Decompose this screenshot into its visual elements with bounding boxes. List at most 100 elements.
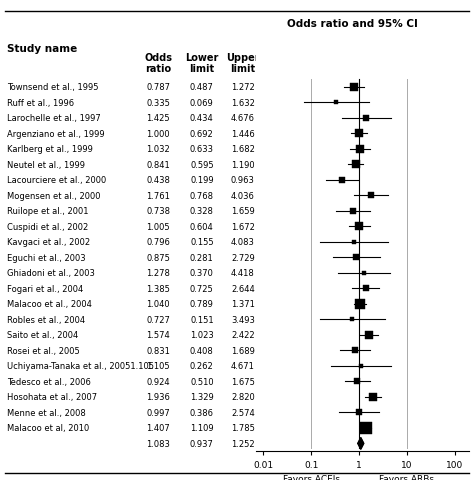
Text: 1.446: 1.446 bbox=[231, 130, 255, 139]
Text: Neutel et al., 1999: Neutel et al., 1999 bbox=[7, 160, 85, 169]
Text: 2.820: 2.820 bbox=[231, 393, 255, 402]
Text: 1.190: 1.190 bbox=[231, 160, 255, 169]
Text: limit: limit bbox=[189, 64, 214, 74]
Text: Odds: Odds bbox=[144, 53, 173, 63]
Text: Lacourciere et al., 2000: Lacourciere et al., 2000 bbox=[7, 176, 107, 185]
Text: 1.632: 1.632 bbox=[231, 98, 255, 108]
Text: 0.787: 0.787 bbox=[146, 83, 170, 92]
Text: 4.036: 4.036 bbox=[231, 192, 255, 200]
Text: 0.487: 0.487 bbox=[190, 83, 214, 92]
Text: Rosei et al., 2005: Rosei et al., 2005 bbox=[7, 346, 80, 355]
Text: 2.574: 2.574 bbox=[231, 408, 255, 417]
Text: Malacoo et al, 2010: Malacoo et al, 2010 bbox=[7, 423, 90, 432]
Text: 1.272: 1.272 bbox=[231, 83, 255, 92]
Text: 0.386: 0.386 bbox=[190, 408, 214, 417]
Text: 1.785: 1.785 bbox=[231, 423, 255, 432]
Text: Odds ratio and 95% CI: Odds ratio and 95% CI bbox=[286, 19, 418, 29]
Text: Larochelle et al., 1997: Larochelle et al., 1997 bbox=[7, 114, 101, 123]
Text: 4.671: 4.671 bbox=[231, 361, 255, 371]
Text: 1.278: 1.278 bbox=[146, 269, 170, 278]
Text: 1.682: 1.682 bbox=[231, 145, 255, 154]
Text: 0.370: 0.370 bbox=[190, 269, 214, 278]
Text: 1.574: 1.574 bbox=[146, 331, 170, 340]
Text: 0.151: 0.151 bbox=[190, 315, 214, 324]
Text: 4.083: 4.083 bbox=[231, 238, 255, 247]
Text: 0.768: 0.768 bbox=[190, 192, 214, 200]
Text: 1.371: 1.371 bbox=[231, 300, 255, 309]
Text: Menne et al., 2008: Menne et al., 2008 bbox=[7, 408, 86, 417]
Text: 1.425: 1.425 bbox=[146, 114, 170, 123]
Text: 1.407: 1.407 bbox=[146, 423, 170, 432]
Text: 1.109: 1.109 bbox=[190, 423, 214, 432]
Text: Favors ACEIs: Favors ACEIs bbox=[283, 474, 340, 480]
Text: Ruff et al., 1996: Ruff et al., 1996 bbox=[7, 98, 74, 108]
Text: 0.328: 0.328 bbox=[190, 207, 214, 216]
Text: 0.727: 0.727 bbox=[146, 315, 170, 324]
Text: Mogensen et al., 2000: Mogensen et al., 2000 bbox=[7, 192, 101, 200]
Text: 4.676: 4.676 bbox=[231, 114, 255, 123]
Text: limit: limit bbox=[230, 64, 255, 74]
Text: Ruilope et al., 2001: Ruilope et al., 2001 bbox=[7, 207, 89, 216]
Text: 1.329: 1.329 bbox=[190, 393, 214, 402]
Text: 0.924: 0.924 bbox=[146, 377, 170, 386]
Text: 0.434: 0.434 bbox=[190, 114, 214, 123]
Text: 0.335: 0.335 bbox=[146, 98, 170, 108]
Text: 0.997: 0.997 bbox=[146, 408, 170, 417]
Text: Lower: Lower bbox=[185, 53, 219, 63]
Text: 0.963: 0.963 bbox=[231, 176, 255, 185]
Text: 1.083: 1.083 bbox=[146, 439, 170, 448]
Text: Townsend et al., 1995: Townsend et al., 1995 bbox=[7, 83, 99, 92]
Text: 0.789: 0.789 bbox=[190, 300, 214, 309]
Text: 1.385: 1.385 bbox=[146, 284, 170, 293]
Text: Tedesco et al., 2006: Tedesco et al., 2006 bbox=[7, 377, 91, 386]
Text: Cuspidi et al., 2002: Cuspidi et al., 2002 bbox=[7, 222, 89, 231]
Text: 0.875: 0.875 bbox=[146, 253, 170, 262]
Text: Argenziano et al., 1999: Argenziano et al., 1999 bbox=[7, 130, 105, 139]
Text: 1.936: 1.936 bbox=[146, 393, 170, 402]
Text: 0.155: 0.155 bbox=[190, 238, 214, 247]
Text: 1.252: 1.252 bbox=[231, 439, 255, 448]
Text: 0.438: 0.438 bbox=[146, 176, 170, 185]
Text: 0.692: 0.692 bbox=[190, 130, 214, 139]
Text: 0.831: 0.831 bbox=[146, 346, 170, 355]
Text: 1.675: 1.675 bbox=[231, 377, 255, 386]
Text: 2.644: 2.644 bbox=[231, 284, 255, 293]
Text: 0.937: 0.937 bbox=[190, 439, 214, 448]
Text: 1.689: 1.689 bbox=[231, 346, 255, 355]
Text: Ghiadoni et al., 2003: Ghiadoni et al., 2003 bbox=[7, 269, 95, 278]
Text: Malacoo et al., 2004: Malacoo et al., 2004 bbox=[7, 300, 92, 309]
Text: 0.796: 0.796 bbox=[146, 238, 170, 247]
Text: 1.005: 1.005 bbox=[146, 222, 170, 231]
Text: 1.761: 1.761 bbox=[146, 192, 170, 200]
Text: Kavgaci et al., 2002: Kavgaci et al., 2002 bbox=[7, 238, 91, 247]
Text: 1.023: 1.023 bbox=[190, 331, 214, 340]
Text: 0.408: 0.408 bbox=[190, 346, 214, 355]
Text: Upper: Upper bbox=[226, 53, 260, 63]
Text: 0.595: 0.595 bbox=[190, 160, 214, 169]
Text: 0.262: 0.262 bbox=[190, 361, 214, 371]
Text: 0.738: 0.738 bbox=[146, 207, 170, 216]
Text: ratio: ratio bbox=[145, 64, 172, 74]
Text: 0.199: 0.199 bbox=[190, 176, 214, 185]
Text: 4.418: 4.418 bbox=[231, 269, 255, 278]
Text: 0.510: 0.510 bbox=[190, 377, 214, 386]
Text: Eguchi et al., 2003: Eguchi et al., 2003 bbox=[7, 253, 86, 262]
Text: 0.604: 0.604 bbox=[190, 222, 214, 231]
Text: Fogari et al., 2004: Fogari et al., 2004 bbox=[7, 284, 83, 293]
Text: Study name: Study name bbox=[7, 44, 78, 54]
Text: 0.069: 0.069 bbox=[190, 98, 214, 108]
Text: 1.105: 1.105 bbox=[146, 361, 170, 371]
Text: Karlberg et al., 1999: Karlberg et al., 1999 bbox=[7, 145, 93, 154]
Text: Robles et al., 2004: Robles et al., 2004 bbox=[7, 315, 85, 324]
Text: Saito et al., 2004: Saito et al., 2004 bbox=[7, 331, 79, 340]
Text: 0.281: 0.281 bbox=[190, 253, 214, 262]
Text: 3.493: 3.493 bbox=[231, 315, 255, 324]
Text: 0.633: 0.633 bbox=[190, 145, 214, 154]
Text: 0.725: 0.725 bbox=[190, 284, 214, 293]
Text: 1.659: 1.659 bbox=[231, 207, 255, 216]
Polygon shape bbox=[358, 438, 364, 449]
Text: 1.000: 1.000 bbox=[146, 130, 170, 139]
Text: 0.841: 0.841 bbox=[146, 160, 170, 169]
Text: 1.672: 1.672 bbox=[231, 222, 255, 231]
Text: 2.422: 2.422 bbox=[231, 331, 255, 340]
